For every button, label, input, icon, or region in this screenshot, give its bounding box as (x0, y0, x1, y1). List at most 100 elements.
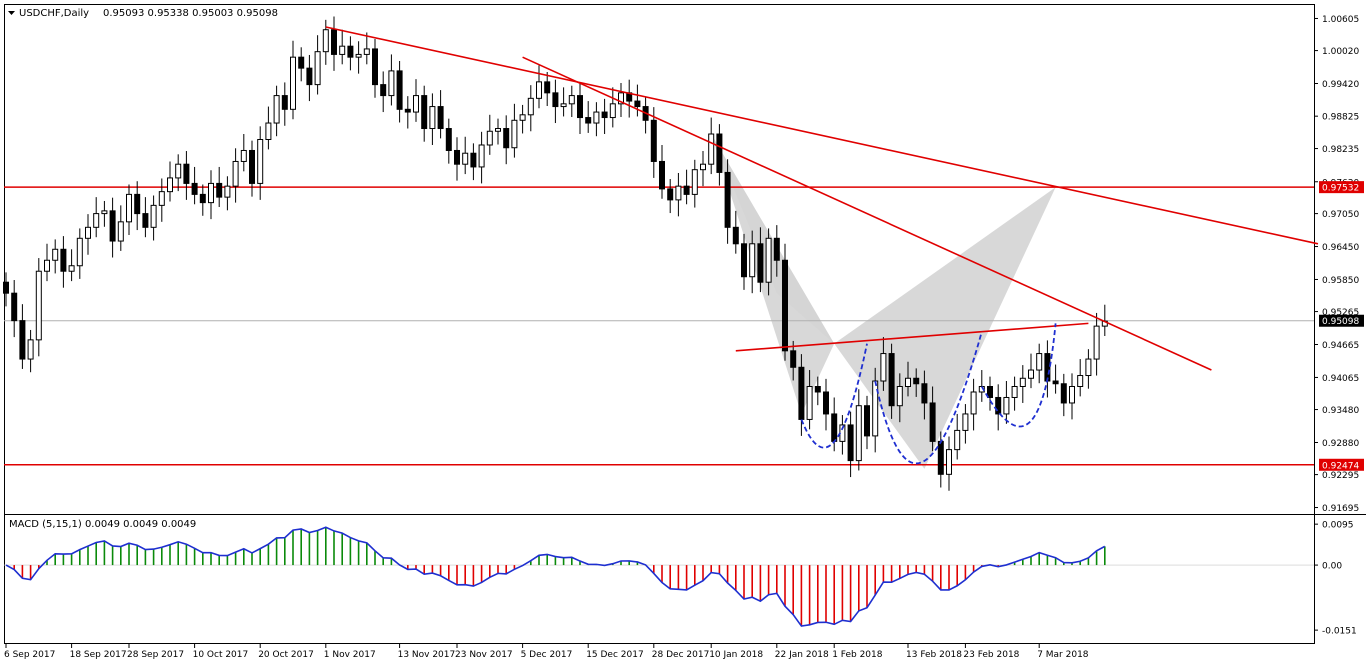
candle[interactable] (864, 395, 870, 450)
candle[interactable] (732, 210, 739, 254)
candle[interactable] (691, 159, 698, 208)
candle[interactable] (76, 228, 83, 279)
candle[interactable] (3, 272, 9, 307)
candle[interactable] (1019, 365, 1026, 403)
candle[interactable] (831, 397, 838, 452)
candle[interactable] (995, 384, 1002, 431)
candle[interactable] (814, 376, 821, 406)
candle[interactable] (872, 367, 879, 453)
candle[interactable] (527, 85, 534, 132)
candle[interactable] (355, 41, 362, 74)
candle[interactable] (1011, 376, 1018, 411)
candle[interactable] (306, 54, 313, 102)
candle[interactable] (519, 104, 526, 134)
candle[interactable] (560, 87, 567, 117)
candle[interactable] (741, 233, 747, 290)
candle[interactable] (839, 415, 846, 455)
candle[interactable] (380, 71, 387, 113)
candle[interactable] (265, 106, 272, 150)
candle[interactable] (249, 140, 255, 197)
candle[interactable] (27, 329, 34, 373)
candle[interactable] (1077, 359, 1084, 397)
candle[interactable] (175, 154, 182, 192)
candle[interactable] (68, 249, 75, 282)
candle[interactable] (954, 413, 961, 460)
candle[interactable] (675, 172, 682, 217)
trendline-steep-down[interactable] (522, 56, 1212, 371)
candle[interactable] (388, 54, 395, 106)
candle[interactable] (929, 386, 936, 452)
macd-panel[interactable] (4, 526, 1314, 627)
price-panel[interactable] (3, 16, 1319, 491)
candle[interactable] (224, 176, 231, 211)
candle[interactable] (503, 115, 510, 165)
candle[interactable] (962, 404, 969, 444)
candle[interactable] (462, 136, 469, 175)
candle[interactable] (85, 214, 91, 255)
trendline-major-down[interactable] (325, 26, 1319, 245)
candle[interactable] (363, 32, 370, 65)
candle[interactable] (609, 87, 616, 128)
candle[interactable] (216, 166, 223, 208)
candle[interactable] (626, 79, 633, 118)
candle[interactable] (618, 82, 624, 117)
candle[interactable] (700, 151, 706, 187)
candle[interactable] (93, 197, 100, 238)
candle[interactable] (199, 184, 206, 216)
candle[interactable] (281, 82, 288, 126)
candle[interactable] (585, 101, 592, 133)
candle[interactable] (757, 227, 764, 293)
candle[interactable] (888, 343, 895, 419)
candle[interactable] (650, 107, 657, 178)
candle[interactable] (35, 258, 42, 357)
candle[interactable] (896, 373, 903, 423)
candle[interactable] (790, 340, 797, 381)
candle[interactable] (1036, 343, 1043, 384)
candle[interactable] (724, 159, 731, 244)
candle[interactable] (495, 118, 501, 145)
dropdown-arrow-icon[interactable] (8, 11, 15, 15)
candle[interactable] (667, 179, 674, 214)
candle[interactable] (773, 225, 780, 277)
candle[interactable] (314, 35, 321, 95)
candle[interactable] (290, 40, 296, 120)
candle[interactable] (421, 85, 428, 142)
candle[interactable] (601, 98, 608, 135)
candle[interactable] (1028, 353, 1034, 389)
candle[interactable] (511, 103, 518, 158)
candle[interactable] (1052, 364, 1059, 394)
candle[interactable] (634, 84, 641, 117)
candle[interactable] (470, 143, 477, 181)
candle[interactable] (880, 337, 887, 391)
candle[interactable] (1093, 312, 1100, 376)
neckline[interactable] (735, 322, 1089, 352)
candle[interactable] (257, 126, 264, 200)
candle[interactable] (921, 370, 928, 420)
candle[interactable] (19, 304, 26, 369)
candle[interactable] (847, 411, 854, 478)
candle[interactable] (536, 65, 542, 109)
candle[interactable] (183, 151, 190, 200)
candle[interactable] (44, 243, 50, 282)
candle[interactable] (855, 389, 862, 471)
candle[interactable] (593, 102, 600, 137)
candle[interactable] (806, 370, 813, 430)
candle[interactable] (577, 82, 583, 135)
candle[interactable] (765, 228, 772, 296)
candle[interactable] (11, 280, 18, 338)
candle[interactable] (478, 131, 485, 184)
candle[interactable] (347, 36, 354, 71)
candle[interactable] (52, 239, 59, 274)
candle[interactable] (445, 118, 452, 164)
candle[interactable] (240, 134, 247, 172)
candle[interactable] (396, 61, 403, 123)
candle[interactable] (823, 378, 829, 431)
candle[interactable] (126, 184, 132, 236)
candle[interactable] (978, 370, 985, 402)
candle[interactable] (331, 16, 337, 71)
candle[interactable] (191, 166, 198, 205)
candle[interactable] (708, 117, 715, 175)
candle[interactable] (429, 93, 436, 145)
candle[interactable] (552, 79, 559, 124)
